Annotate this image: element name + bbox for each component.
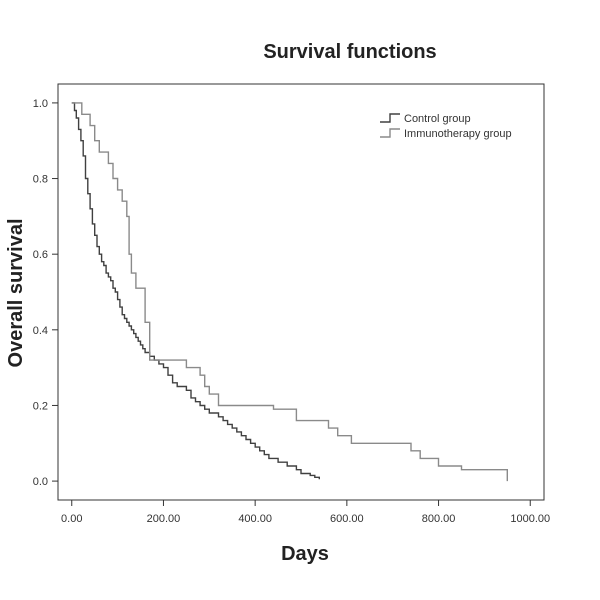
y-tick-label: 0.6	[33, 249, 48, 261]
y-tick-label: 1.0	[33, 98, 48, 110]
x-axis-ticks: 0.00 200.00 400.00 600.00 800.00 1000.00	[61, 500, 550, 525]
x-tick-label: 200.00	[147, 513, 181, 525]
y-tick-label: 0.8	[33, 174, 48, 186]
y-tick-label: 0.2	[33, 400, 48, 412]
x-tick-label: 400.00	[238, 513, 272, 525]
chart-title: Survival functions	[263, 41, 436, 63]
y-axis-label: Overall survival	[5, 219, 27, 368]
legend: Control group Immunotherapy group	[380, 113, 512, 140]
legend-swatch	[380, 128, 400, 138]
series-line-immunotherapy	[71, 102, 508, 482]
legend-label: Control group	[404, 113, 471, 125]
x-tick-label: 0.00	[61, 513, 82, 525]
x-axis-label: Days	[281, 543, 329, 565]
plot-frame	[57, 83, 545, 501]
legend-label: Immunotherapy group	[404, 128, 512, 140]
x-tick-label: 1000.00	[510, 513, 550, 525]
y-tick-label: 0.4	[33, 325, 48, 337]
x-tick-label: 600.00	[330, 513, 364, 525]
y-tick-label: 0.0	[33, 476, 48, 488]
y-axis-ticks: 0.0 0.2 0.4 0.6 0.8 1.0	[33, 98, 58, 488]
series-line-control	[71, 102, 320, 480]
x-tick-label: 800.00	[422, 513, 456, 525]
series-layer	[71, 102, 508, 482]
legend-swatch	[380, 113, 400, 123]
